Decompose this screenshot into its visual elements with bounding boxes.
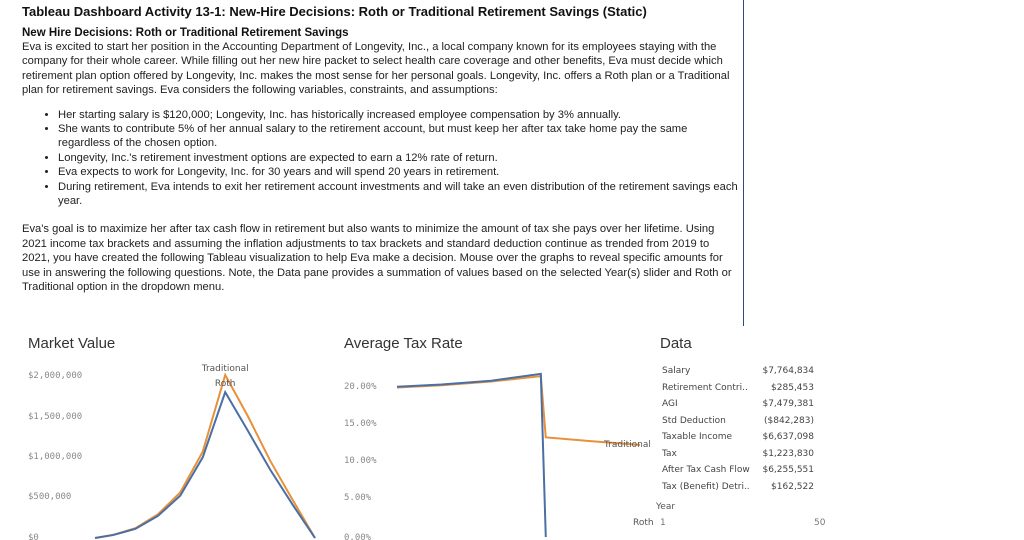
tax-rate-y-tick: 20.00% xyxy=(344,382,377,392)
tax-rate-y-tick: 15.00% xyxy=(344,419,377,429)
market-value-y-tick: $1,000,000 xyxy=(28,452,82,462)
tax-rate-line-traditional[interactable] xyxy=(396,375,641,446)
year-slider-min[interactable]: 1 xyxy=(660,518,666,528)
data-row-value: ($842,283) xyxy=(764,415,814,426)
divider-line xyxy=(743,0,744,326)
assumption-item: She wants to contribute 5% of her annual… xyxy=(58,122,738,151)
data-row-label: Retirement Contri.. xyxy=(662,382,748,393)
market-value-y-tick: $500,000 xyxy=(28,492,71,502)
tax-rate-y-tick: 5.00% xyxy=(344,493,372,503)
market-value-line-roth[interactable] xyxy=(94,389,316,539)
data-row-label: Tax xyxy=(662,448,677,459)
market-value-y-tick: $0 xyxy=(28,533,39,540)
assumption-item: Eva expects to work for Longevity, Inc. … xyxy=(58,165,738,179)
activity-title: Tableau Dashboard Activity 13-1: New-Hir… xyxy=(22,4,647,19)
data-row-value: $285,453 xyxy=(771,382,814,393)
market-value-line-traditional[interactable] xyxy=(94,372,316,539)
year-slider-max[interactable]: 50 xyxy=(814,518,826,528)
market-value-title: Market Value xyxy=(28,335,116,352)
plan-option-dropdown[interactable]: Roth xyxy=(633,518,654,528)
data-row-value: $6,637,098 xyxy=(762,432,814,442)
assumptions-list: Her starting salary is $120,000; Longevi… xyxy=(22,108,738,209)
data-row-label: Tax (Benefit) Detri.. xyxy=(662,481,750,492)
data-row-label: Salary xyxy=(662,366,691,376)
data-row-label: Taxable Income xyxy=(662,432,733,442)
market-value-series-label: Roth xyxy=(215,379,236,389)
year-slider-label: Year xyxy=(656,502,676,512)
tax-rate-y-tick: 0.00% xyxy=(344,533,372,540)
data-row-label: AGI xyxy=(662,399,678,409)
market-value-series-label: Traditional xyxy=(201,364,249,374)
assumption-item: Her starting salary is $120,000; Longevi… xyxy=(58,108,738,122)
data-row-value: $7,764,834 xyxy=(762,366,814,376)
instructions-document: Tableau Dashboard Activity 13-1: New-Hir… xyxy=(22,4,738,295)
data-row-value: $6,255,551 xyxy=(762,465,814,475)
data-row-value: $162,522 xyxy=(771,481,814,492)
data-row-value: $7,479,381 xyxy=(762,399,814,409)
tax-rate-line-roth[interactable] xyxy=(396,372,547,538)
market-value-y-tick: $2,000,000 xyxy=(28,371,82,381)
tax-rate-y-tick: 10.00% xyxy=(344,456,377,466)
goal-paragraph: Eva's goal is to maximize her after tax … xyxy=(22,223,732,294)
scenario-subtitle: New Hire Decisions: Roth or Traditional … xyxy=(22,27,349,39)
data-row-label: After Tax Cash Flow xyxy=(662,465,750,475)
data-pane-title: Data xyxy=(660,335,692,352)
data-row-label: Std Deduction xyxy=(662,415,726,426)
data-row-value: $1,223,830 xyxy=(762,448,814,459)
intro-paragraph: Eva is excited to start her position in … xyxy=(22,41,730,97)
market-value-y-tick: $1,500,000 xyxy=(28,412,82,422)
traditional-line-label: Traditional xyxy=(604,440,651,450)
assumption-item: During retirement, Eva intends to exit h… xyxy=(58,180,738,209)
average-tax-rate-title: Average Tax Rate xyxy=(344,335,463,352)
assumption-item: Longevity, Inc.'s retirement investment … xyxy=(58,151,738,165)
